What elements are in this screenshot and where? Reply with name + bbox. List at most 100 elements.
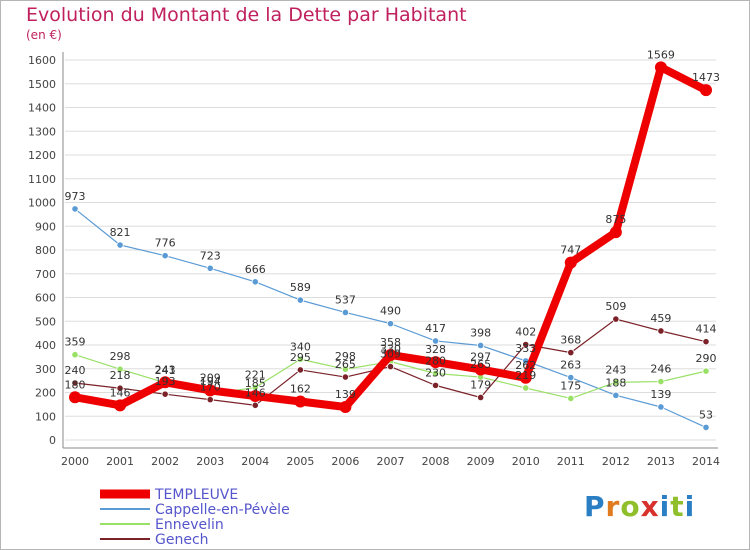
data-point — [71, 205, 79, 213]
data-label: 146 — [245, 386, 266, 399]
data-label: 193 — [155, 375, 176, 388]
data-label: 1569 — [647, 48, 675, 61]
data-point — [251, 278, 259, 286]
data-label: 666 — [245, 263, 266, 276]
data-point — [609, 226, 622, 239]
y-tick-label: 200 — [35, 387, 56, 400]
data-label: 368 — [560, 334, 581, 347]
x-tick-label: 2005 — [286, 455, 314, 468]
chart-title: Evolution du Montant de la Dette par Hab… — [26, 4, 467, 26]
data-point — [114, 399, 127, 412]
data-label: 230 — [425, 366, 446, 379]
data-label: 265 — [470, 358, 491, 371]
data-label: 297 — [470, 350, 491, 363]
data-point — [477, 341, 485, 350]
data-label: 1473 — [692, 71, 720, 84]
data-point — [657, 327, 665, 335]
data-label: 333 — [515, 342, 536, 355]
data-label: 265 — [335, 358, 356, 371]
x-tick-label: 2012 — [602, 455, 630, 468]
data-point — [71, 351, 79, 359]
data-point — [567, 373, 575, 382]
data-point — [612, 391, 620, 399]
data-label: 776 — [155, 237, 176, 250]
data-label: 218 — [110, 369, 131, 382]
data-point — [116, 365, 124, 373]
x-tick-label: 2002 — [151, 455, 179, 468]
data-point — [654, 61, 667, 74]
legend-label: Genech — [155, 532, 209, 548]
data-point — [206, 264, 214, 272]
data-label: 241 — [155, 364, 176, 377]
data-label: 246 — [650, 363, 671, 376]
y-tick-label: 400 — [35, 339, 56, 352]
data-point — [204, 384, 217, 397]
data-point — [567, 348, 575, 357]
data-label: 417 — [425, 322, 446, 335]
data-label: 298 — [110, 350, 131, 363]
data-point — [657, 377, 665, 386]
y-tick-label: 300 — [35, 363, 56, 376]
x-tick-label: 2009 — [467, 455, 495, 468]
x-tick-label: 2000 — [61, 455, 89, 468]
data-label: 175 — [560, 379, 581, 392]
y-tick-label: 1000 — [28, 197, 56, 210]
data-point — [477, 393, 485, 402]
data-label: 340 — [290, 340, 311, 353]
data-label: 398 — [470, 326, 491, 339]
data-label: 139 — [650, 388, 671, 401]
data-point — [702, 367, 710, 375]
data-label: 263 — [560, 359, 581, 372]
y-tick-label: 700 — [35, 268, 56, 281]
data-label: 330 — [380, 343, 401, 356]
data-label: 53 — [699, 408, 713, 421]
data-point — [71, 379, 79, 387]
x-tick-label: 2010 — [512, 455, 540, 468]
x-tick-label: 2003 — [196, 455, 224, 468]
y-tick-label: 1200 — [28, 149, 56, 162]
data-point — [296, 355, 304, 363]
data-point — [161, 390, 169, 398]
data-point — [657, 403, 665, 411]
data-point — [386, 363, 395, 371]
data-label: 589 — [290, 281, 311, 294]
data-label: 290 — [696, 352, 717, 365]
legend-label: Ennevelin — [155, 517, 224, 533]
data-label: 459 — [650, 312, 671, 325]
legend-label: Cappelle-en-Pévèle — [155, 502, 290, 518]
data-point — [702, 423, 710, 432]
x-tick-label: 2008 — [422, 455, 450, 468]
data-label: 821 — [110, 226, 131, 239]
data-label: 240 — [65, 364, 86, 377]
data-point — [69, 391, 81, 404]
data-label: 723 — [200, 249, 221, 262]
data-point — [519, 371, 532, 384]
data-point — [522, 384, 530, 392]
data-point — [296, 296, 304, 304]
data-label: 209 — [200, 371, 221, 384]
data-point — [431, 369, 440, 378]
data-label: 298 — [335, 350, 356, 363]
data-label: 262 — [515, 359, 536, 372]
x-tick-label: 2011 — [557, 455, 585, 468]
y-tick-label: 900 — [35, 220, 56, 233]
x-tick-label: 2013 — [647, 455, 675, 468]
x-tick-label: 2001 — [106, 455, 134, 468]
data-label: 359 — [65, 336, 86, 349]
data-label: 280 — [425, 355, 446, 368]
y-tick-label: 1300 — [28, 125, 56, 138]
data-point — [564, 256, 577, 269]
data-point — [702, 338, 710, 346]
x-tick-label: 2014 — [692, 455, 720, 468]
data-point — [429, 356, 442, 369]
data-point — [612, 378, 620, 386]
data-label: 414 — [696, 323, 717, 336]
y-tick-label: 100 — [35, 410, 56, 423]
data-point — [431, 381, 440, 389]
legend-label: TEMPLEUVE — [154, 487, 238, 503]
data-label: 194 — [200, 375, 221, 388]
data-label: 509 — [605, 300, 626, 313]
data-point — [251, 401, 259, 409]
data-point — [522, 340, 530, 349]
